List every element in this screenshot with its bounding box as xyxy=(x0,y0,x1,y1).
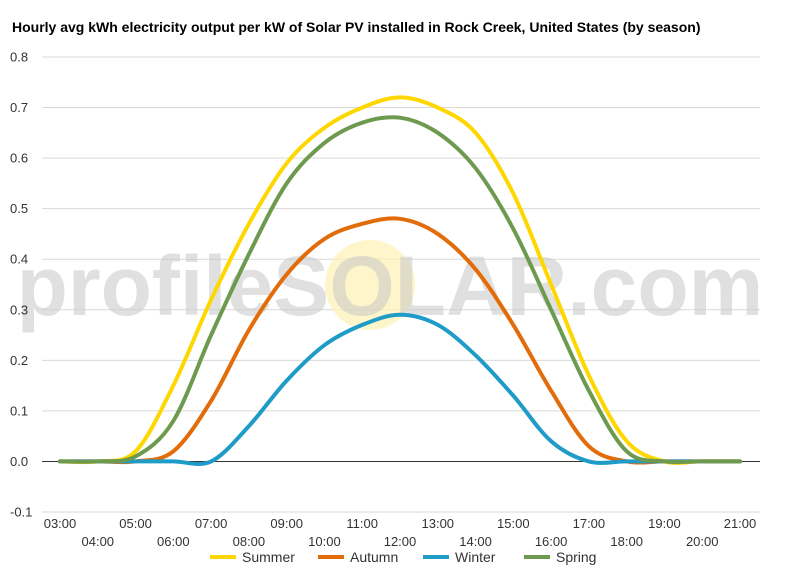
y-tick-label: 0.5 xyxy=(10,201,28,216)
x-tick-label: 09:00 xyxy=(270,516,303,531)
y-tick-label: 0.2 xyxy=(10,353,28,368)
y-tick-label: 0.7 xyxy=(10,100,28,115)
y-tick-label: 0.4 xyxy=(10,252,28,267)
legend-label-spring: Spring xyxy=(556,549,596,565)
x-tick-label: 18:00 xyxy=(610,534,643,549)
x-tick-label: 11:00 xyxy=(346,516,378,531)
watermark: profileSOLAR.com xyxy=(17,239,764,333)
x-axis: 03:00 04:00 05:00 06:00 07:00 08:00 09:00 10:00… xyxy=(44,516,757,549)
x-tick-label: 20:00 xyxy=(686,534,719,549)
series-line-spring xyxy=(58,115,742,465)
y-tick-label: 0.0 xyxy=(10,454,28,469)
x-tick-label: 08:00 xyxy=(233,534,266,549)
x-tick-label: 14:00 xyxy=(459,534,492,549)
y-tick-label: 0.8 xyxy=(10,50,28,65)
y-tick-label: -0.1 xyxy=(10,505,32,520)
x-tick-label: 21:00 xyxy=(724,516,757,531)
x-tick-label: 05:00 xyxy=(119,516,152,531)
watermark-sun-icon xyxy=(325,240,415,330)
chart-title: Hourly avg kWh electricity output per kW… xyxy=(12,19,701,35)
y-tick-label: 0.3 xyxy=(10,302,28,317)
x-tick-label: 10:00 xyxy=(308,534,341,549)
y-tick-label: 0.6 xyxy=(10,151,28,166)
x-tick-label: 17:00 xyxy=(573,516,606,531)
x-tick-label: 15:00 xyxy=(497,516,530,531)
legend-label-summer: Summer xyxy=(242,549,295,565)
legend-label-autumn: Autumn xyxy=(350,549,398,565)
x-tick-label: 06:00 xyxy=(157,534,190,549)
legend: Summer Autumn Winter Spring xyxy=(210,549,596,565)
x-tick-label: 12:00 xyxy=(384,534,417,549)
x-tick-label: 13:00 xyxy=(422,516,455,531)
y-axis: -0.1 0.0 0.1 0.2 0.3 0.4 0.5 0.6 0.7 0.8 xyxy=(10,50,32,520)
series-line-summer xyxy=(58,95,742,465)
x-tick-label: 03:00 xyxy=(44,516,77,531)
series-lines xyxy=(58,95,742,466)
y-tick-label: 0.1 xyxy=(10,403,28,418)
watermark-group: profileSOLAR.com xyxy=(17,239,764,333)
x-tick-label: 04:00 xyxy=(82,534,115,549)
legend-label-winter: Winter xyxy=(455,549,496,565)
x-tick-label: 19:00 xyxy=(648,516,681,531)
x-tick-label: 16:00 xyxy=(535,534,568,549)
series-line-winter xyxy=(58,312,742,466)
x-tick-label: 07:00 xyxy=(195,516,228,531)
